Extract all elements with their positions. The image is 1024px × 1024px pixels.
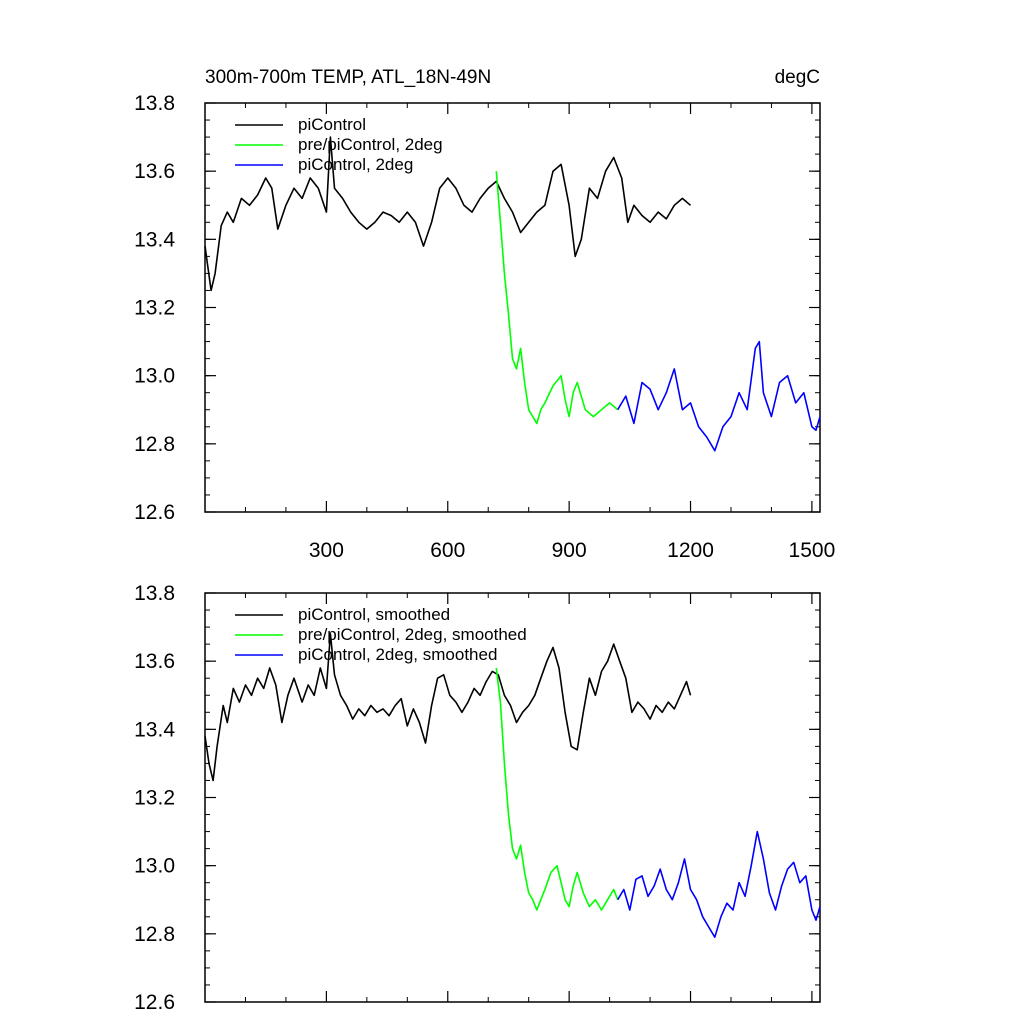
legend-label: piControl, 2deg: [298, 155, 413, 174]
bottom-panel: 12.6 12.8 13.0 13.2 13.4 13.6 13.8 piControl, …: [134, 582, 821, 1014]
series-line-3: [617, 830, 821, 939]
top-panel: 300m-700m TEMP, ATL_18N-49N degC 12.612.…: [134, 67, 835, 562]
x-tick-label: 1500: [789, 539, 836, 562]
series-line-1: [204, 633, 692, 782]
series-group: [204, 633, 821, 939]
legend-label: piControl, 2deg, smoothed: [298, 645, 497, 664]
y-tick-label: 13.4: [134, 718, 175, 741]
x-tick-label: 300: [309, 539, 344, 562]
legend-label: pre/piControl, 2deg: [298, 135, 443, 154]
series-group: [204, 136, 821, 452]
series-line-2: [495, 667, 619, 911]
y-tick-label: 12.8: [134, 433, 175, 456]
y-tick-label: 12.8: [134, 923, 175, 946]
y-tick-label: 13.4: [134, 228, 175, 251]
y-axis: 12.6 12.8 13.0 13.2 13.4 13.6 13.8: [134, 582, 820, 1014]
series-line-1: [204, 136, 692, 292]
y-axis: 12.6 12.8 13.0 13.2 13.4 13.6 13.8: [134, 92, 820, 524]
y-tick-label: 13.6: [134, 160, 175, 183]
y-tick-label: 13.8: [134, 582, 175, 605]
series-line-2: [495, 171, 619, 425]
y-tick-label: 13.2: [134, 297, 175, 320]
y-tick-label: 12.6: [134, 501, 175, 524]
chart-title-units: degC: [775, 67, 820, 88]
legend-label: pre/piControl, 2deg, smoothed: [298, 625, 527, 644]
y-tick-label: 13.0: [134, 855, 175, 878]
y-tick-label: 12.6: [134, 991, 175, 1014]
legend-label: piControl: [298, 115, 366, 134]
y-tick-label: 13.0: [134, 365, 175, 388]
x-tick-label: 1200: [667, 539, 714, 562]
series-line-3: [617, 340, 821, 452]
y-tick-label: 13.6: [134, 650, 175, 673]
y-tick-label: 13.2: [134, 787, 175, 810]
legend-label: piControl, smoothed: [298, 605, 450, 624]
x-axis: [244, 593, 813, 1002]
y-tick-label: 13.8: [134, 92, 175, 115]
chart-title-left: 300m-700m TEMP, ATL_18N-49N: [205, 67, 491, 88]
x-tick-label: 600: [430, 539, 465, 562]
x-axis: 300 600 900 1200 1500: [244, 103, 836, 562]
x-tick-label: 900: [552, 539, 587, 562]
